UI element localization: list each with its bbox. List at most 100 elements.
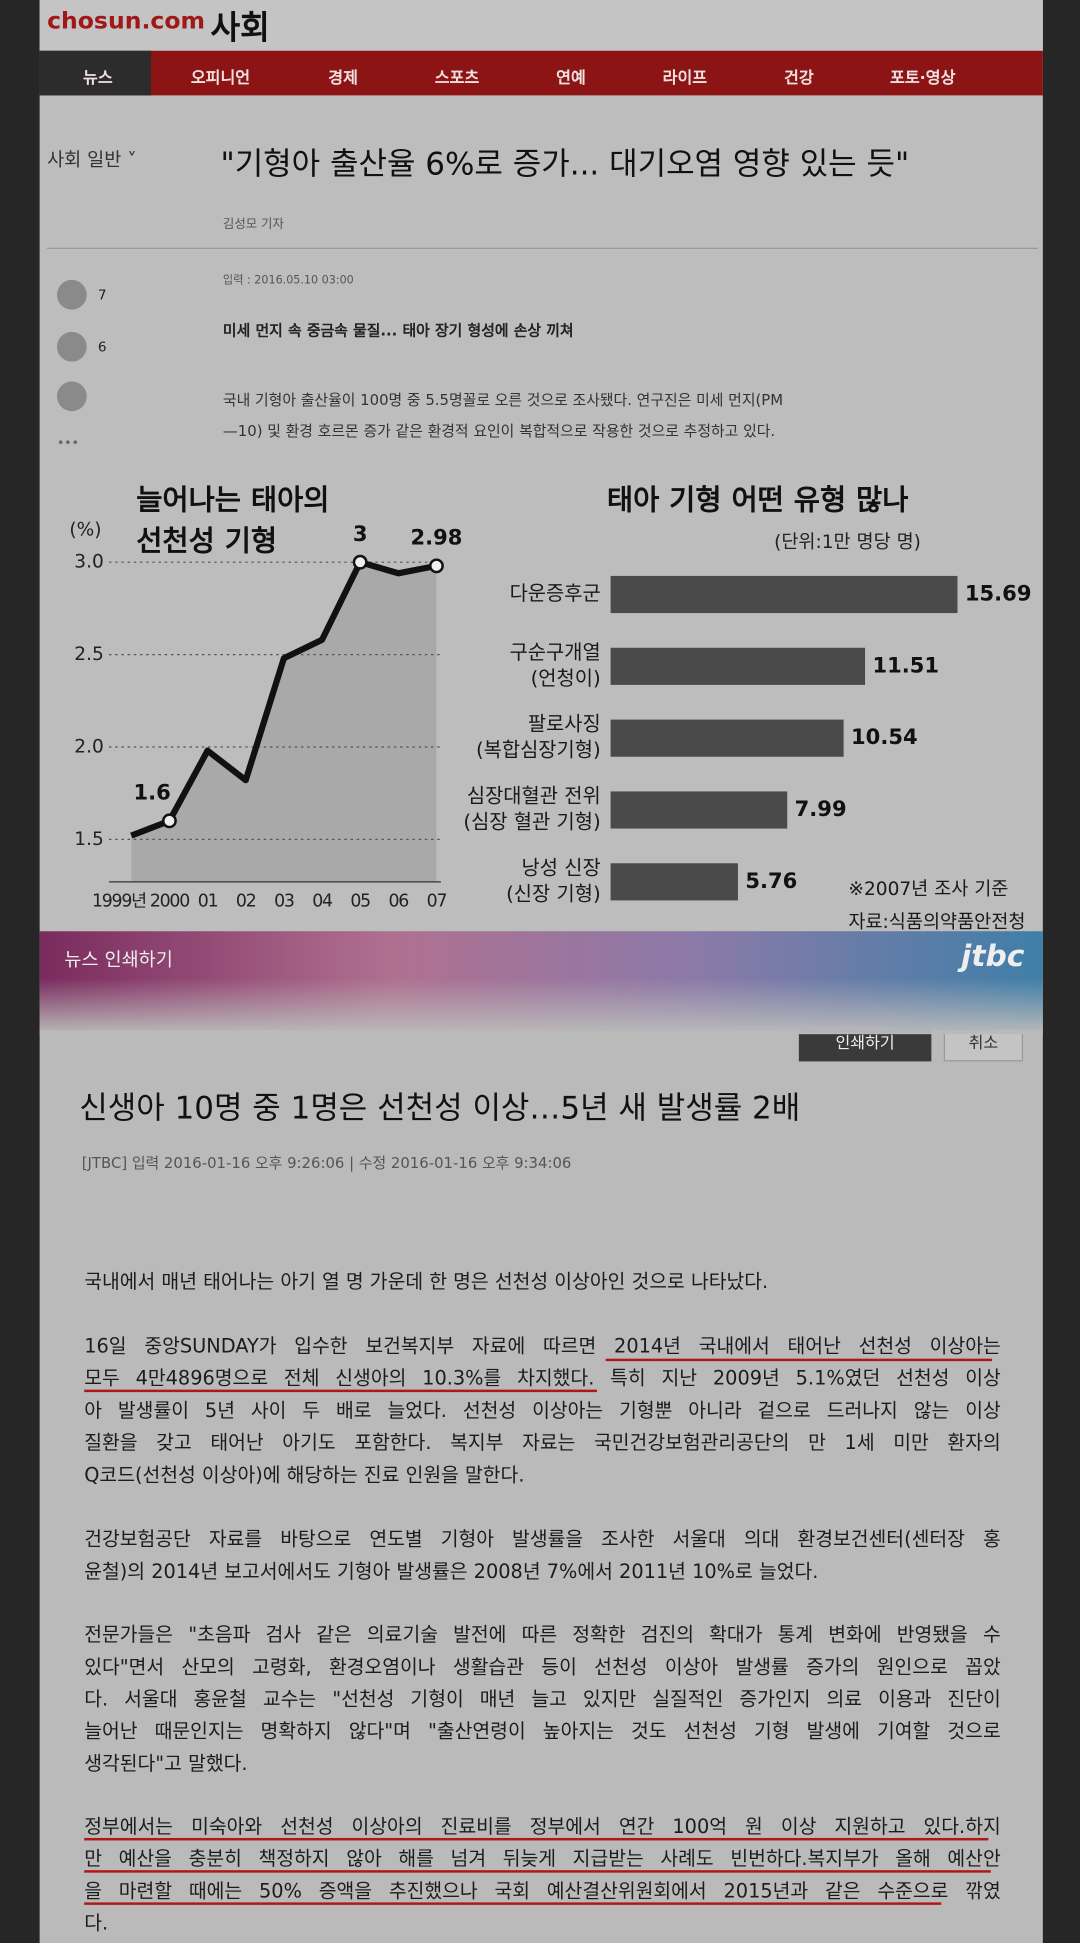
x-tick-label: 05 bbox=[350, 892, 370, 912]
y-tick-label: 2.0 bbox=[74, 736, 104, 757]
jtbc-logo: jtbc bbox=[961, 938, 1025, 974]
area bbox=[131, 562, 437, 882]
chart-title: 태아 기형 어떤 유형 많나 bbox=[607, 484, 909, 517]
highlight-underline bbox=[84, 1870, 991, 1873]
marker bbox=[161, 813, 177, 829]
bar bbox=[610, 647, 866, 685]
marker bbox=[429, 558, 444, 574]
body-line: 있다"면서 산모의 고령화, 환경오염이나 생활습관 등이 선천성 이상아 발생… bbox=[84, 1655, 1001, 1679]
bar bbox=[610, 863, 738, 901]
body-line: 윤철)의 2014년 보고서에서도 기형아 발생률은 2008년 7%에서 20… bbox=[84, 1560, 819, 1583]
chart-subtitle: (단위:1만 명당 명) bbox=[774, 532, 921, 553]
jtbc-panel bbox=[39, 931, 1043, 1943]
category-label: (언청이) bbox=[531, 667, 601, 690]
value-label: 1.6 bbox=[133, 780, 170, 805]
body-line: Q코드(선천성 이상아)에 해당하는 진료 인원을 말한다. bbox=[84, 1463, 525, 1487]
facebook-icon[interactable] bbox=[56, 331, 87, 362]
bar bbox=[610, 575, 958, 614]
bar bbox=[610, 791, 788, 829]
more-button[interactable]: ••• bbox=[56, 437, 79, 451]
nav-item[interactable]: 뉴스 bbox=[83, 69, 113, 88]
body-line: 다. bbox=[84, 1912, 109, 1935]
value-label: 11.51 bbox=[872, 652, 939, 677]
share-count: 6 bbox=[97, 339, 107, 356]
category-label: 낭성 신장 bbox=[522, 856, 601, 879]
body-line: 정부에서는 미숙아와 선천성 이상아의 진료비를 정부에서 연간 100억 원 … bbox=[84, 1815, 1001, 1838]
value-label: 5.76 bbox=[745, 868, 797, 893]
date: 입력 : 2016.05.10 03:00 bbox=[222, 274, 354, 288]
body-line: 생각된다"고 말했다. bbox=[84, 1752, 248, 1775]
value-label: 7.99 bbox=[795, 796, 847, 821]
share-count: 7 bbox=[97, 287, 107, 304]
y-axis-label: (%) bbox=[69, 520, 101, 541]
headline: "기형아 출산율 6%로 증가... 대기오염 영향 있는 듯" bbox=[220, 146, 910, 183]
headline: 신생아 10명 중 1명은 선천성 이상…5년 새 발생률 2배 bbox=[79, 1089, 801, 1126]
category-label: 구순구개열 bbox=[510, 641, 601, 664]
note: ※2007년 조사 기준 bbox=[848, 879, 1008, 900]
twitter-icon[interactable] bbox=[56, 381, 87, 412]
section-title: 사회 bbox=[210, 9, 270, 48]
y-tick-label: 2.5 bbox=[74, 644, 104, 665]
nav-item[interactable]: 연예 bbox=[556, 69, 586, 88]
y-tick-label: 1.5 bbox=[74, 829, 104, 850]
body-line: 국내에서 매년 태어나는 아기 열 명 가운데 한 명은 선천성 이상아인 것으… bbox=[84, 1270, 769, 1294]
x-tick-label: 03 bbox=[274, 892, 294, 912]
value-label: 15.69 bbox=[965, 580, 1032, 605]
meta: [JTBC] 입력 2016-01-16 오후 9:26:06 | 수정 201… bbox=[81, 1154, 572, 1172]
body-line: 늘어난 때문인지는 명확하지 않다"며 "출산연령이 높아지는 것도 선천성 기… bbox=[84, 1720, 1001, 1743]
divider bbox=[47, 247, 1038, 249]
body-line: —10) 및 환경 호르몬 증가 같은 환경적 요인이 복합적으로 작용한 것으… bbox=[222, 422, 776, 440]
note: 자료:식품의약품안전청 bbox=[848, 912, 1025, 933]
category-label: (신장 기형) bbox=[506, 882, 601, 905]
body-line: 전문가들은 "초음파 검사 같은 의료기술 발전에 따른 정확한 검진의 확대가… bbox=[84, 1623, 1001, 1647]
chart-title: 늘어나는 태아의 bbox=[136, 484, 329, 517]
nav-item[interactable]: 건강 bbox=[784, 69, 814, 88]
nav-item[interactable]: 라이프 bbox=[662, 69, 708, 88]
nav-item[interactable]: 포토·영상 bbox=[890, 69, 956, 88]
category-label: (심장 혈관 기형) bbox=[463, 811, 600, 834]
x-tick-label: 07 bbox=[427, 892, 447, 912]
nav-item[interactable]: 경제 bbox=[328, 69, 358, 88]
header-fade bbox=[39, 978, 1043, 1035]
value-label: 3 bbox=[353, 521, 368, 546]
body-line: 국내 기형아 출산율이 100명 중 5.5명꼴로 오른 것으로 조사됐다. 연… bbox=[222, 391, 784, 409]
byline: 김성모 기자 bbox=[222, 217, 284, 232]
value-label: 2.98 bbox=[410, 525, 462, 550]
nav-item[interactable]: 오피니언 bbox=[190, 69, 251, 88]
category-label: 팔로사징 bbox=[528, 713, 601, 736]
comment-icon[interactable] bbox=[56, 279, 87, 310]
y-tick-label: 3.0 bbox=[74, 552, 104, 573]
x-tick-label: 01 bbox=[198, 892, 218, 912]
x-tick-label: 1999년 bbox=[92, 892, 146, 912]
x-tick-label: 2000 bbox=[150, 892, 189, 912]
x-tick-label: 04 bbox=[312, 892, 333, 912]
highlight-underline bbox=[84, 1837, 989, 1841]
body-line: 을 마련할 때에는 50% 증액을 추진했으나 국회 예산결산위원회에서 201… bbox=[84, 1880, 1001, 1903]
nav-bar bbox=[39, 50, 1043, 96]
highlight-underline bbox=[605, 1358, 993, 1362]
body-line: 건강보험공단 자료를 바탕으로 연도별 기형아 발생률을 조사한 서울대 의대 … bbox=[84, 1528, 1001, 1551]
bar bbox=[610, 719, 844, 757]
category-label: 다운증후군 bbox=[510, 582, 601, 605]
value-label: 10.54 bbox=[851, 724, 918, 749]
body-line: 만 예산을 충분히 책정하지 않아 해를 넘겨 뒤늦게 지급받는 사례도 빈번하… bbox=[84, 1847, 1001, 1871]
category-label: (복합심장기형) bbox=[476, 739, 601, 762]
chart-title: 선천성 기형 bbox=[136, 524, 277, 557]
logo[interactable]: chosun.com bbox=[47, 7, 206, 35]
line bbox=[130, 559, 438, 839]
highlight-underline bbox=[84, 1902, 942, 1905]
nav-item[interactable]: 스포츠 bbox=[434, 69, 480, 88]
body-line: 질환을 갖고 태어난 아기도 포함한다. 복지부 자료는 국민건강보험관리공단의… bbox=[84, 1431, 1001, 1455]
body-line: 아 발생률이 5년 사이 두 배로 늘었다. 선천성 이상아는 기형뿐 아니라 … bbox=[84, 1399, 1001, 1422]
marker bbox=[352, 554, 368, 570]
nav-selected bbox=[39, 50, 152, 96]
x-tick-label: 06 bbox=[389, 892, 409, 912]
category[interactable]: 사회 일반 ˅ bbox=[47, 148, 137, 171]
body-line: 다. 서울대 홍윤철 교수는 "선천성 기형이 매년 늘고 있지만 실질적인 증… bbox=[84, 1688, 1001, 1711]
print-title: 뉴스 인쇄하기 bbox=[64, 948, 173, 972]
highlight-underline bbox=[84, 1389, 597, 1393]
site-header bbox=[39, 0, 1043, 51]
